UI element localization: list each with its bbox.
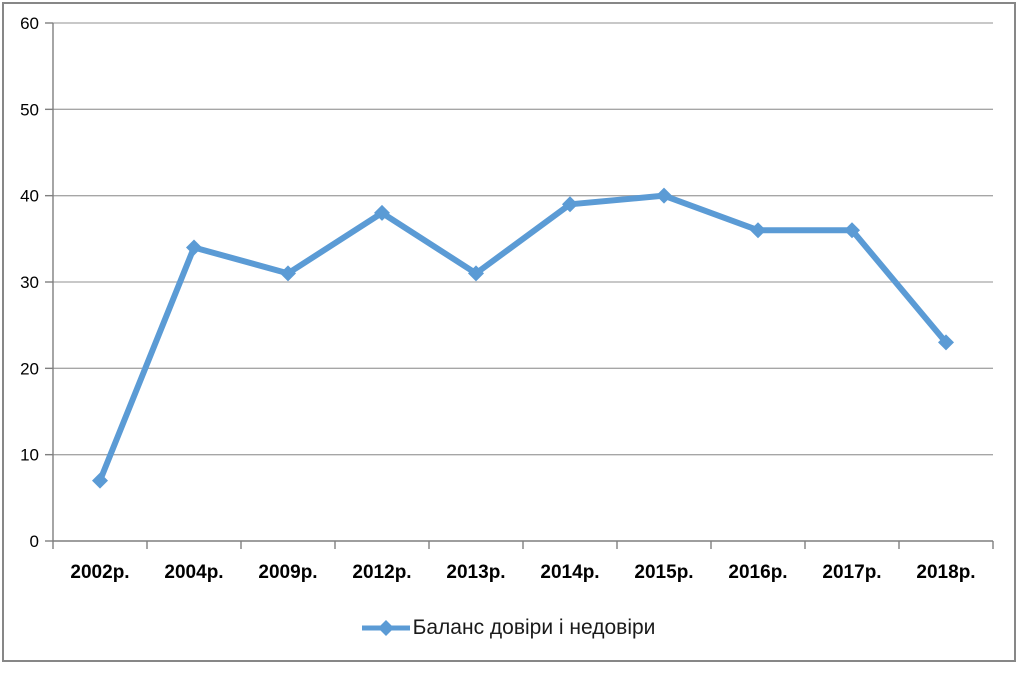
x-axis-tick-label: 2013р. [446,562,505,583]
chart-border [2,2,1016,662]
legend-label: Баланс довіри і недовіри [412,616,656,639]
data-point-marker [656,187,672,204]
x-axis-tick-label: 2018р. [916,562,975,583]
legend-line-marker-icon [361,620,410,636]
y-axis-tick-label: 50 [20,100,39,119]
data-point-marker [280,265,296,282]
y-axis-tick-label: 30 [20,273,39,292]
x-axis-tick-label: 2012р. [352,562,411,583]
data-point-marker [186,239,202,256]
data-point-marker [562,196,578,213]
data-point-marker [374,204,390,221]
y-axis-tick-label: 40 [20,187,39,206]
x-axis-tick-label: 2014р. [540,562,599,583]
y-axis-tick-label: 20 [20,359,39,378]
y-axis-tick-label: 0 [30,532,39,551]
data-point-marker [468,265,484,282]
data-point-marker [844,222,860,239]
legend: Баланс довіри і недовіри [0,610,1016,646]
x-axis-tick-label: 2009р. [258,562,317,583]
x-axis-tick-label: 2004р. [164,562,223,583]
data-point-marker [750,222,766,239]
y-axis-tick-label: 60 [20,14,39,33]
x-axis-tick-label: 2016р. [728,562,787,583]
x-axis-tick-label: 2002р. [70,562,129,583]
x-axis-tick-label: 2015р. [634,562,693,583]
y-axis-tick-label: 10 [20,446,39,465]
data-point-marker [92,472,108,489]
series-line [97,192,949,484]
data-point-marker [938,334,954,351]
x-axis-tick-label: 2017р. [822,562,881,583]
